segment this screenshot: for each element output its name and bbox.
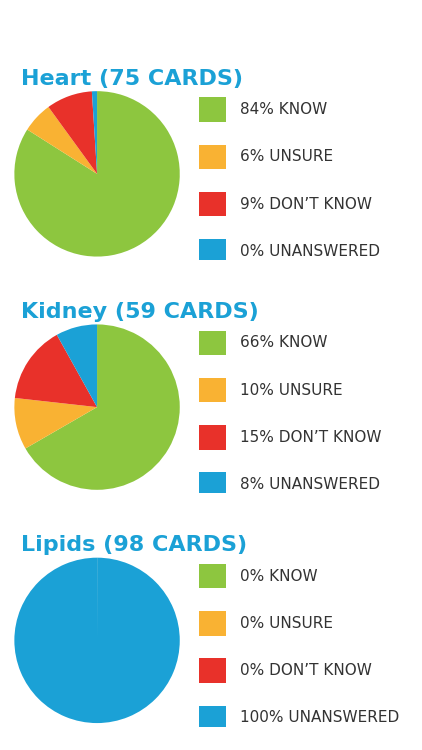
FancyBboxPatch shape bbox=[199, 564, 226, 589]
Text: 0% UNSURE: 0% UNSURE bbox=[240, 616, 333, 631]
Text: 9% DON’T KNOW: 9% DON’T KNOW bbox=[240, 196, 372, 211]
Text: 6% UNSURE: 6% UNSURE bbox=[240, 149, 333, 164]
Wedge shape bbox=[14, 92, 180, 256]
Text: Lipids (98 CARDS): Lipids (98 CARDS) bbox=[21, 536, 247, 556]
Text: 100% UNANSWERED: 100% UNANSWERED bbox=[240, 710, 399, 725]
Text: 15% DON’T KNOW: 15% DON’T KNOW bbox=[240, 430, 381, 445]
FancyBboxPatch shape bbox=[199, 239, 226, 264]
FancyBboxPatch shape bbox=[199, 472, 226, 497]
Text: 66% KNOW: 66% KNOW bbox=[240, 335, 327, 350]
Text: 0% DON’T KNOW: 0% DON’T KNOW bbox=[240, 663, 372, 678]
Wedge shape bbox=[15, 334, 97, 407]
Wedge shape bbox=[27, 107, 97, 174]
Wedge shape bbox=[57, 325, 97, 407]
Wedge shape bbox=[14, 398, 97, 448]
Wedge shape bbox=[25, 325, 180, 490]
FancyBboxPatch shape bbox=[199, 658, 226, 683]
Text: Kidney (59 CARDS): Kidney (59 CARDS) bbox=[21, 302, 259, 322]
Text: Statistics: Statistics bbox=[138, 11, 284, 39]
FancyBboxPatch shape bbox=[199, 192, 226, 217]
FancyBboxPatch shape bbox=[199, 425, 226, 450]
Wedge shape bbox=[49, 92, 97, 174]
Text: 10% UNSURE: 10% UNSURE bbox=[240, 382, 342, 398]
Text: 0% KNOW: 0% KNOW bbox=[240, 568, 317, 584]
Text: 0% UNANSWERED: 0% UNANSWERED bbox=[240, 244, 380, 259]
FancyBboxPatch shape bbox=[199, 378, 226, 403]
Wedge shape bbox=[14, 558, 180, 723]
Text: Heart (75 CARDS): Heart (75 CARDS) bbox=[21, 69, 243, 89]
Wedge shape bbox=[92, 92, 97, 174]
Text: 8% UNANSWERED: 8% UNANSWERED bbox=[240, 477, 380, 492]
FancyBboxPatch shape bbox=[199, 331, 226, 356]
FancyBboxPatch shape bbox=[199, 706, 226, 730]
FancyBboxPatch shape bbox=[199, 145, 226, 170]
FancyBboxPatch shape bbox=[199, 98, 226, 122]
Text: 84% KNOW: 84% KNOW bbox=[240, 102, 327, 117]
FancyBboxPatch shape bbox=[199, 611, 226, 636]
